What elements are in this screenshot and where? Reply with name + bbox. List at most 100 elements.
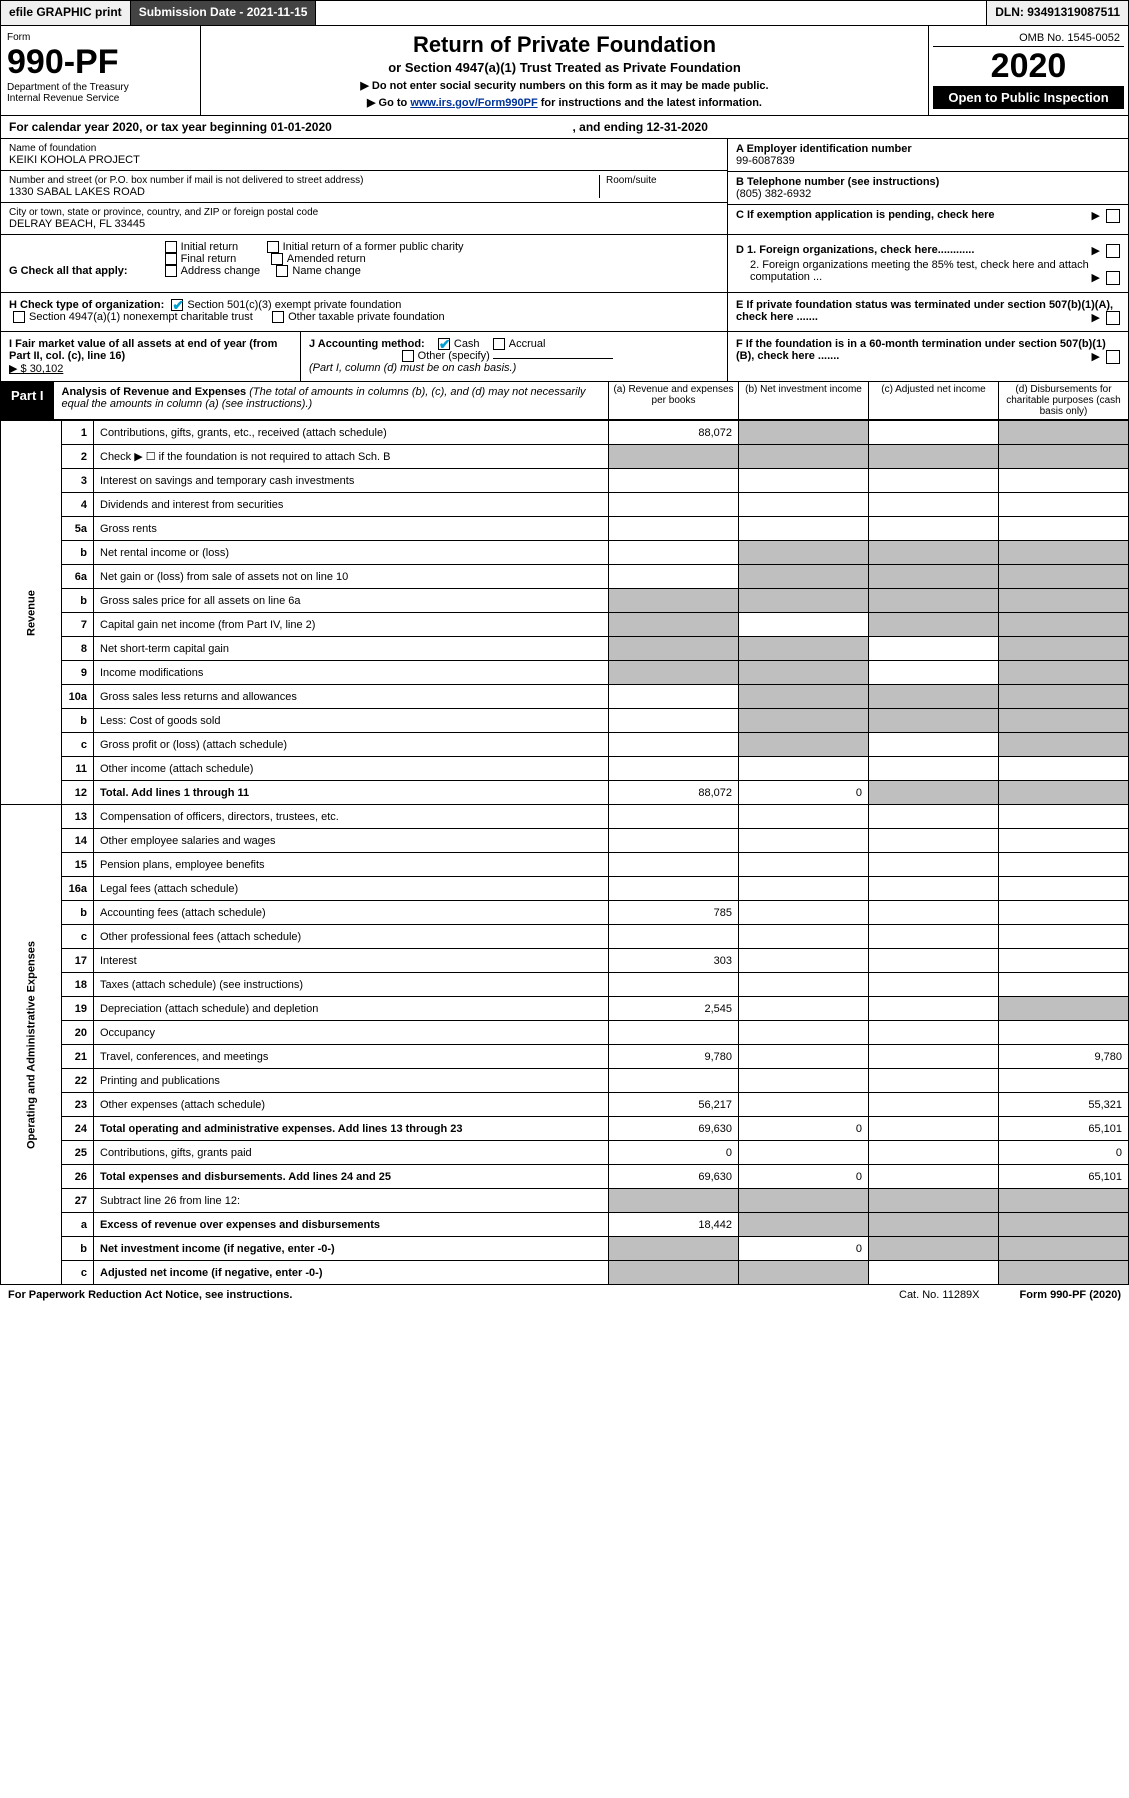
cb-cash[interactable] [438, 338, 450, 350]
cell-col-c [869, 1261, 999, 1285]
cb-initial-former[interactable] [267, 241, 279, 253]
cb-other-method[interactable] [402, 350, 414, 362]
part1-header: Part I Analysis of Revenue and Expenses … [0, 382, 1129, 420]
cell-col-d [999, 973, 1129, 997]
checkbox-c[interactable] [1106, 209, 1120, 223]
cell-col-d [999, 445, 1129, 469]
cell-col-a [609, 445, 739, 469]
col-d-head: (d) Disbursements for charitable purpose… [998, 382, 1128, 419]
cell-col-b: 0 [739, 781, 869, 805]
cell-col-b [739, 829, 869, 853]
dept-treasury: Department of the Treasury [7, 82, 194, 93]
cb-f[interactable] [1106, 350, 1120, 364]
line-number: 17 [62, 949, 94, 973]
cb-final-return[interactable] [165, 253, 177, 265]
cell-col-a: 0 [609, 1141, 739, 1165]
cell-col-b [739, 1045, 869, 1069]
cat-no: Cat. No. 11289X [899, 1289, 980, 1301]
cb-accrual[interactable] [493, 338, 505, 350]
irs-label: Internal Revenue Service [7, 93, 194, 104]
cell-col-b [739, 613, 869, 637]
cb-name-change[interactable] [276, 265, 288, 277]
cb-4947[interactable] [13, 311, 25, 323]
cell-col-c [869, 1093, 999, 1117]
cell-col-c [869, 493, 999, 517]
cell-col-c [869, 829, 999, 853]
cell-col-a: 56,217 [609, 1093, 739, 1117]
cell-col-b [739, 1069, 869, 1093]
form-number: 990-PF [7, 43, 194, 82]
dln: DLN: 93491319087511 [986, 1, 1128, 25]
cell-col-d: 65,101 [999, 1165, 1129, 1189]
line-description: Dividends and interest from securities [94, 493, 609, 517]
cb-501c3[interactable] [171, 299, 183, 311]
cell-col-b [739, 733, 869, 757]
line-number: 20 [62, 1021, 94, 1045]
j-note: (Part I, column (d) must be on cash basi… [309, 362, 516, 374]
cell-col-a [609, 853, 739, 877]
line-description: Gross sales less returns and allowances [94, 685, 609, 709]
cell-col-b [739, 805, 869, 829]
table-row: 10aGross sales less returns and allowanc… [1, 685, 1129, 709]
cb-amended[interactable] [271, 253, 283, 265]
cell-col-d [999, 901, 1129, 925]
cell-col-b [739, 757, 869, 781]
open-to-public: Open to Public Inspection [933, 86, 1124, 109]
table-row: 20Occupancy [1, 1021, 1129, 1045]
cell-col-d [999, 709, 1129, 733]
table-row: 2Check ▶ ☐ if the foundation is not requ… [1, 445, 1129, 469]
cb-d2[interactable] [1106, 271, 1120, 285]
cell-col-d [999, 637, 1129, 661]
cell-col-a [609, 709, 739, 733]
line-description: Depreciation (attach schedule) and deple… [94, 997, 609, 1021]
cell-col-c [869, 517, 999, 541]
cell-col-a [609, 637, 739, 661]
checks-he: H Check type of organization: Section 50… [0, 293, 1129, 332]
j-label: J Accounting method: [309, 338, 425, 350]
cb-address-change[interactable] [165, 265, 177, 277]
line-number: c [62, 1261, 94, 1285]
form-header: Form 990-PF Department of the Treasury I… [0, 26, 1129, 116]
exemption-pending-label: C If exemption application is pending, c… [736, 209, 995, 221]
cb-initial-return[interactable] [165, 241, 177, 253]
cell-col-c [869, 1069, 999, 1093]
line-number: 11 [62, 757, 94, 781]
line-number: 8 [62, 637, 94, 661]
foundation-name: KEIKI KOHOLA PROJECT [9, 154, 719, 166]
cell-col-c [869, 925, 999, 949]
cell-col-c [869, 613, 999, 637]
line-number: 5a [62, 517, 94, 541]
cell-col-c [869, 901, 999, 925]
line-description: Net gain or (loss) from sale of assets n… [94, 565, 609, 589]
form-label: Form [7, 32, 194, 43]
form990pf-link[interactable]: www.irs.gov/Form990PF [410, 97, 537, 109]
city-state-zip: DELRAY BEACH, FL 33445 [9, 218, 719, 230]
line-description: Interest on savings and temporary cash i… [94, 469, 609, 493]
line-description: Other expenses (attach schedule) [94, 1093, 609, 1117]
cell-col-c [869, 1189, 999, 1213]
cell-col-d [999, 685, 1129, 709]
cell-col-b [739, 493, 869, 517]
cell-col-b [739, 973, 869, 997]
cb-other-taxable[interactable] [272, 311, 284, 323]
table-row: 15Pension plans, employee benefits [1, 853, 1129, 877]
cb-d1[interactable] [1106, 244, 1120, 258]
cell-col-a [609, 613, 739, 637]
efile-label: efile GRAPHIC print [1, 1, 131, 25]
table-row: cGross profit or (loss) (attach schedule… [1, 733, 1129, 757]
cell-col-c [869, 949, 999, 973]
cell-col-d [999, 805, 1129, 829]
cell-col-b [739, 901, 869, 925]
cell-col-b [739, 421, 869, 445]
line-description: Total expenses and disbursements. Add li… [94, 1165, 609, 1189]
cell-col-a [609, 925, 739, 949]
cb-e[interactable] [1106, 311, 1120, 325]
line-number: 26 [62, 1165, 94, 1189]
cell-col-c [869, 1165, 999, 1189]
line-number: b [62, 589, 94, 613]
addr-label: Number and street (or P.O. box number if… [9, 175, 599, 186]
line-description: Excess of revenue over expenses and disb… [94, 1213, 609, 1237]
checks-gd: G Check all that apply: Initial return I… [0, 235, 1129, 293]
cell-col-b [739, 661, 869, 685]
table-row: 16aLegal fees (attach schedule) [1, 877, 1129, 901]
